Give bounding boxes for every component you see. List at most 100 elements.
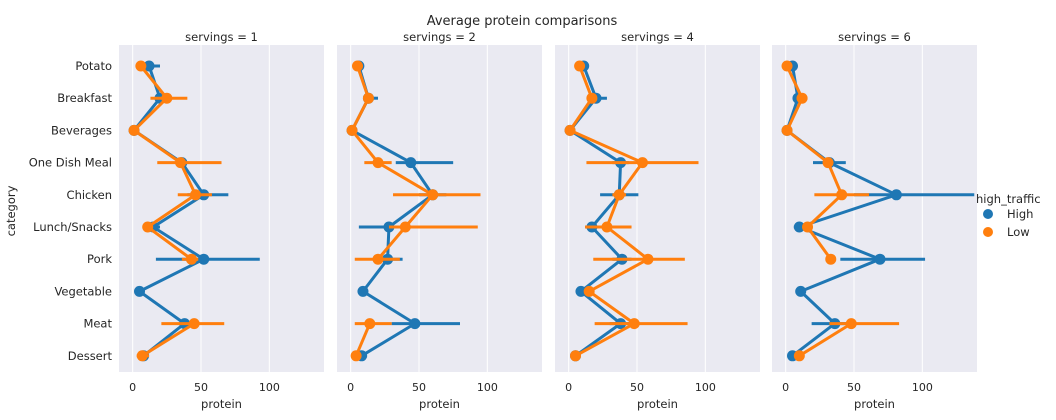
data-point xyxy=(574,60,586,72)
panel-title: servings = 1 xyxy=(185,30,258,44)
data-point xyxy=(357,285,369,297)
data-point xyxy=(874,253,886,265)
data-point xyxy=(175,157,186,169)
x-tick-label: 50 xyxy=(194,381,208,394)
data-point xyxy=(781,60,793,72)
data-point xyxy=(795,285,807,297)
series-line xyxy=(354,323,372,357)
x-tick-label: 0 xyxy=(347,381,354,394)
data-point xyxy=(188,318,200,330)
category-label: Chicken xyxy=(67,188,112,202)
panel-title: servings = 2 xyxy=(403,30,476,44)
x-tick-label: 50 xyxy=(847,381,861,394)
category-label: Pork xyxy=(87,252,112,266)
data-point xyxy=(802,221,814,233)
data-point xyxy=(586,92,598,104)
facet-panel-1: 0 50 100 servings = 1 protein Potato Breakfast… xyxy=(29,30,324,411)
category-label: Lunch/Snacks xyxy=(33,220,112,234)
data-point xyxy=(352,60,363,72)
data-point xyxy=(583,285,595,297)
x-tick-label: 100 xyxy=(477,381,498,394)
data-point xyxy=(142,221,154,233)
x-tick-label: 0 xyxy=(782,381,789,394)
legend-title: high_traffic xyxy=(976,192,1041,206)
data-point xyxy=(570,350,581,362)
series-line xyxy=(132,65,206,357)
x-axis-label: protein xyxy=(637,397,678,411)
series-low xyxy=(128,60,225,362)
data-point xyxy=(781,124,793,136)
data-point xyxy=(128,124,140,136)
y-axis-label: category xyxy=(4,185,18,236)
data-point xyxy=(427,189,439,201)
data-point xyxy=(364,318,376,330)
data-point xyxy=(890,189,902,201)
data-point xyxy=(564,124,576,136)
data-point xyxy=(143,60,155,72)
data-point xyxy=(836,189,848,201)
data-point xyxy=(136,350,148,362)
data-point xyxy=(372,157,384,169)
category-label: Meat xyxy=(83,317,112,331)
category-label: Breakfast xyxy=(57,91,112,105)
legend-marker-high xyxy=(983,209,993,219)
data-point xyxy=(825,253,837,265)
x-tick-label: 100 xyxy=(912,381,933,394)
data-point xyxy=(372,253,384,265)
figure-title: Average protein comparisons xyxy=(427,14,618,29)
facet-panel-2: 0 50 100 servings = 2 protein xyxy=(337,30,542,411)
facet-panels: 0 50 100 servings = 1 protein Potato Breakfast… xyxy=(29,30,977,411)
data-point xyxy=(134,285,145,297)
series-line xyxy=(785,65,898,357)
legend-label-low: Low xyxy=(1007,225,1030,239)
x-axis-label: protein xyxy=(854,397,895,411)
series-low xyxy=(781,60,900,362)
data-point xyxy=(642,253,654,265)
data-point xyxy=(822,157,834,169)
panel-title: servings = 4 xyxy=(621,30,694,44)
data-point xyxy=(796,92,808,104)
data-point xyxy=(190,189,202,201)
series-line xyxy=(798,322,853,358)
category-label: Dessert xyxy=(68,349,113,363)
series-line xyxy=(141,322,195,358)
category-label: Potato xyxy=(75,59,112,73)
data-point xyxy=(350,350,362,362)
x-tick-label: 50 xyxy=(412,381,426,394)
data-point xyxy=(161,92,173,104)
data-point xyxy=(793,350,805,362)
data-point xyxy=(198,253,210,265)
x-tick-label: 0 xyxy=(565,381,572,394)
data-point xyxy=(613,189,625,201)
data-point xyxy=(405,157,417,169)
data-point xyxy=(845,318,857,330)
category-label: Beverages xyxy=(51,123,112,137)
series-low xyxy=(346,60,481,362)
x-axis-label: protein xyxy=(201,397,242,411)
x-tick-label: 100 xyxy=(695,381,716,394)
x-tick-label: 100 xyxy=(259,381,280,394)
data-point xyxy=(346,124,358,136)
x-axis-label: protein xyxy=(419,397,460,411)
series-line xyxy=(568,65,650,358)
legend-label-high: High xyxy=(1007,207,1033,221)
data-point xyxy=(362,92,374,104)
series-line xyxy=(568,65,624,358)
category-label: Vegetable xyxy=(54,284,112,298)
legend-marker-low xyxy=(983,227,993,237)
category-label: One Dish Meal xyxy=(29,156,112,170)
data-point xyxy=(636,157,648,169)
x-tick-label: 0 xyxy=(129,381,136,394)
data-point xyxy=(628,318,640,330)
data-point xyxy=(409,318,421,330)
data-point xyxy=(399,221,411,233)
series-low xyxy=(564,60,699,362)
data-point xyxy=(135,60,147,72)
data-point xyxy=(575,285,587,297)
data-point xyxy=(601,221,613,233)
facet-panel-4: 0 50 100 servings = 6 protein xyxy=(772,30,977,411)
panel-title: servings = 6 xyxy=(838,30,911,44)
x-tick-label: 50 xyxy=(630,381,644,394)
data-point xyxy=(185,253,197,265)
